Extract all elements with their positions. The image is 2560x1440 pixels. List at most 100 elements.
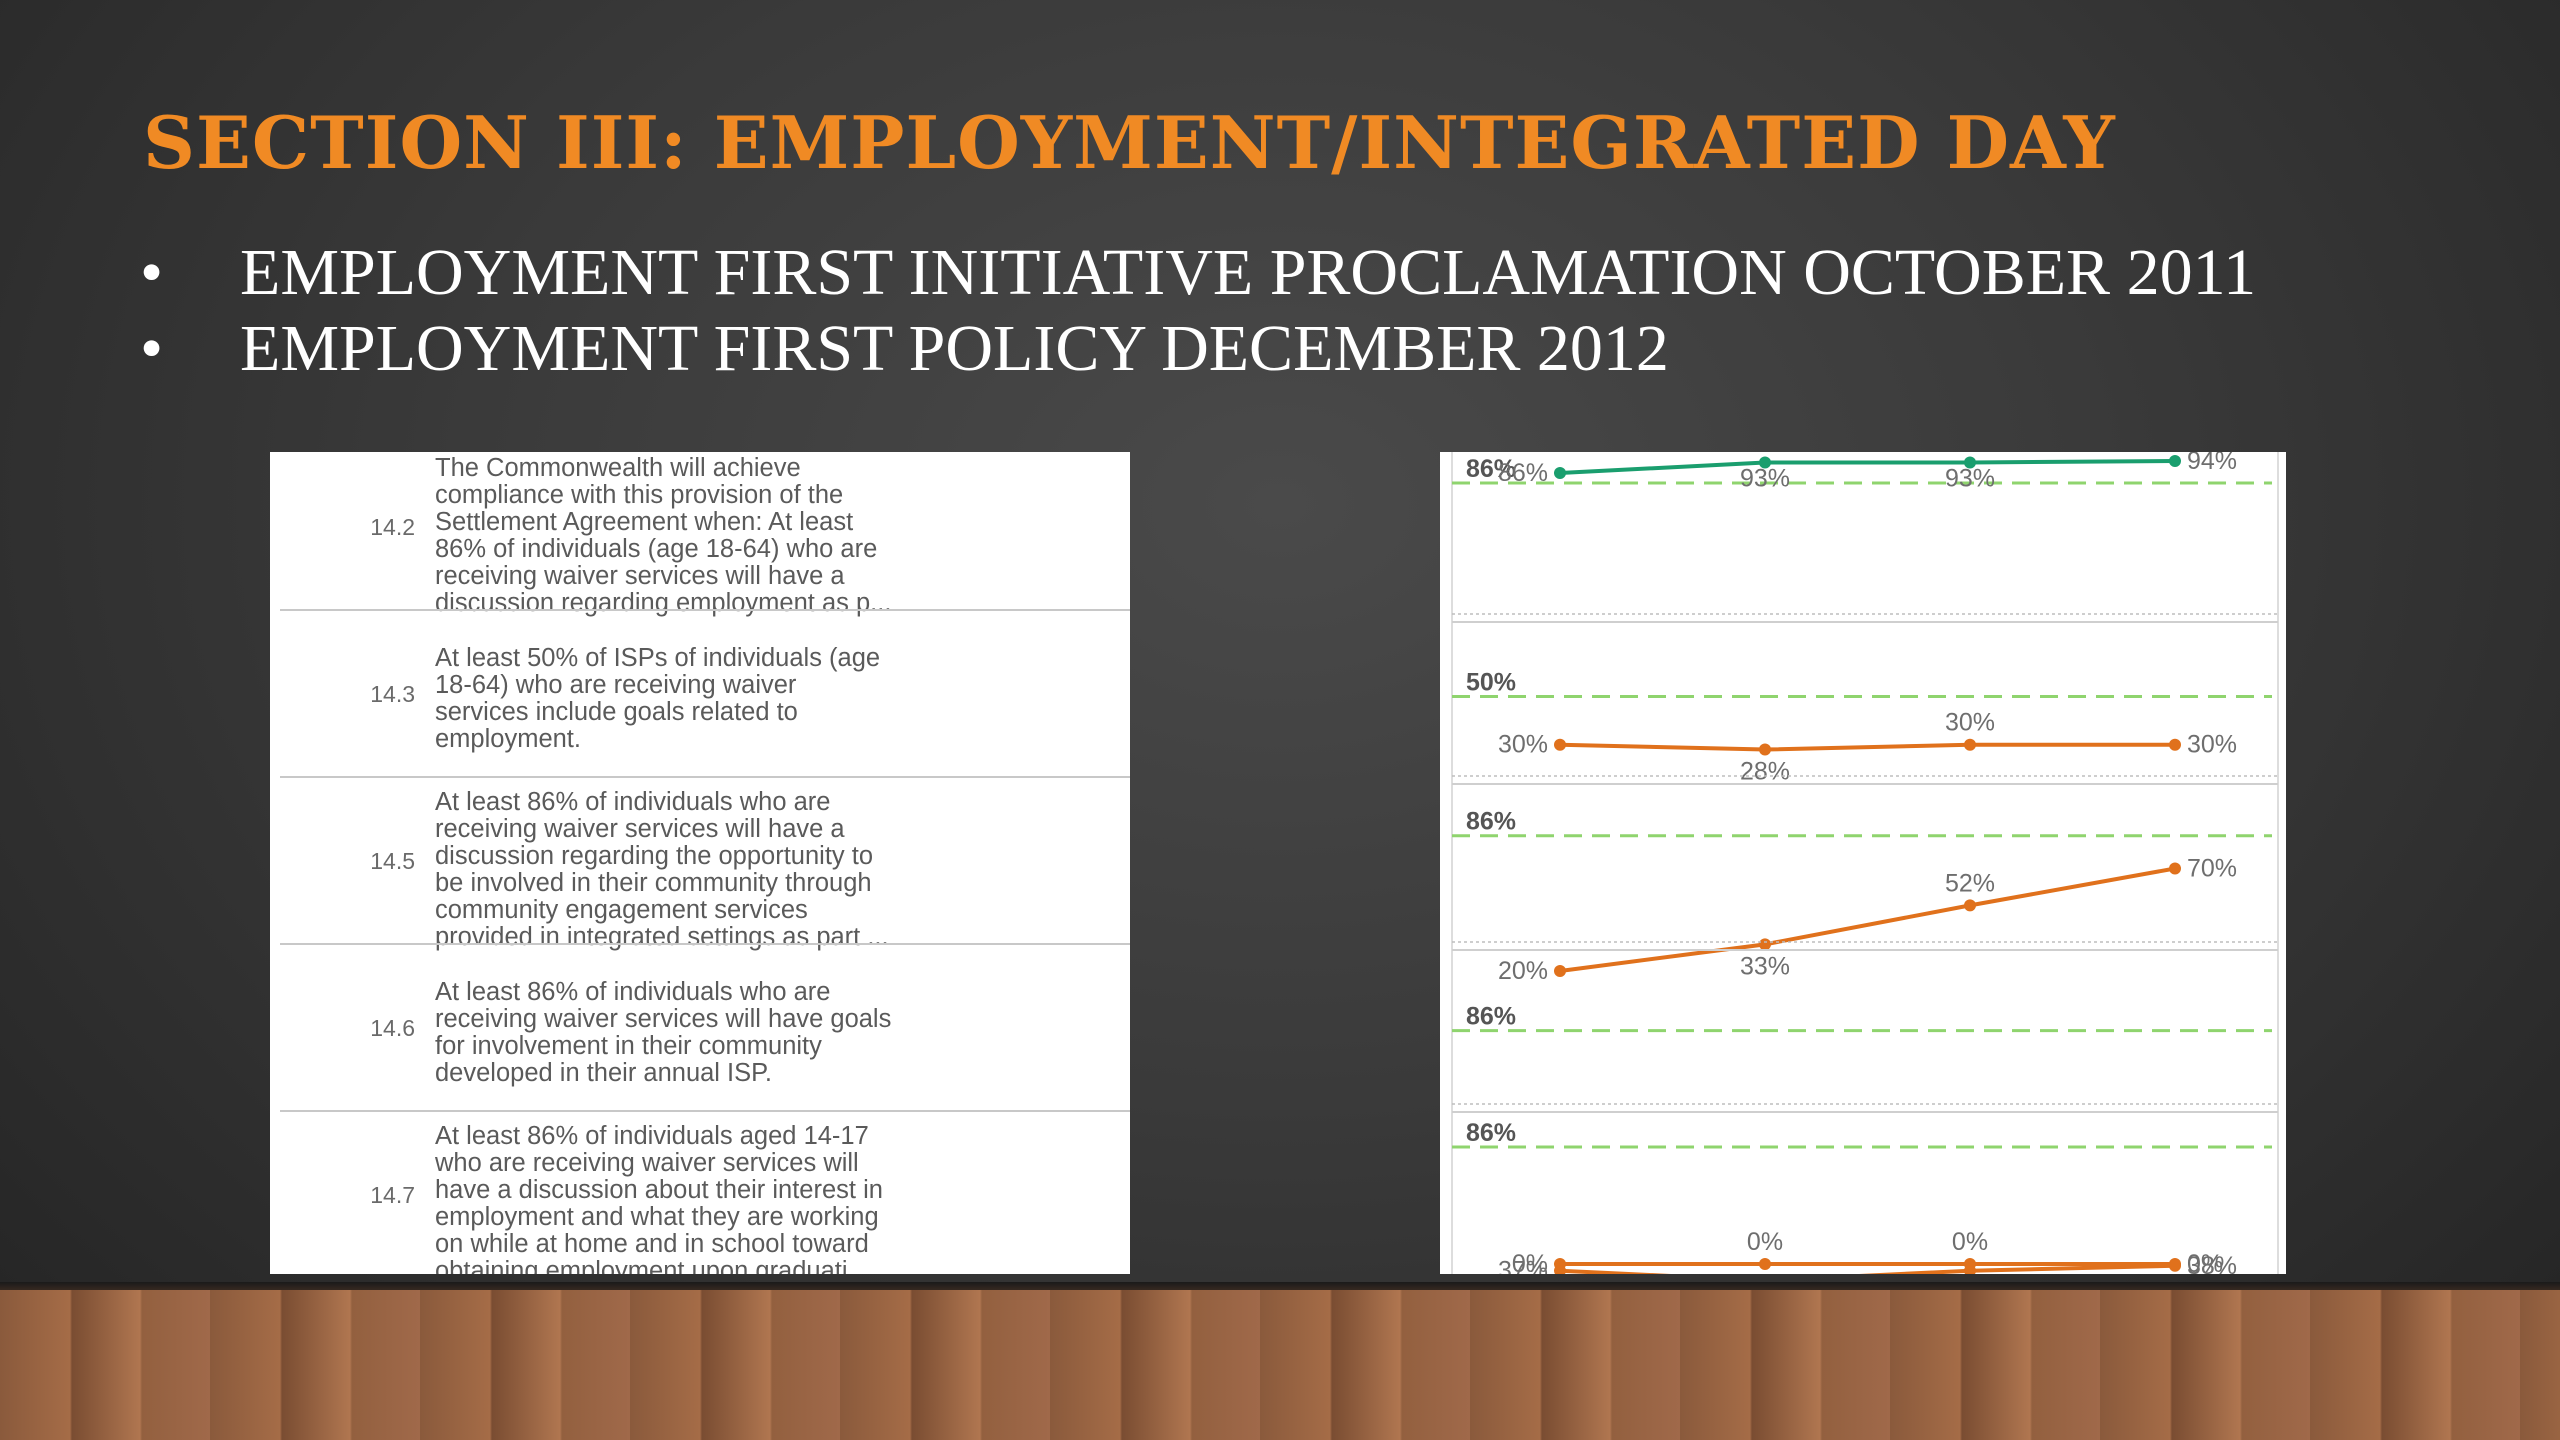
target-label: 86% [1466,1119,1516,1147]
data-point [1964,899,1976,912]
data-label: 0% [2187,1250,2223,1274]
data-point [1759,456,1771,469]
data-label: 93% [1740,465,1790,493]
data-label: 38% [2187,1252,2237,1274]
row-description: At least 86% of individuals who are recei… [435,789,1125,951]
data-point [1759,938,1771,951]
description-line: developed in their annual ISP. [435,1058,772,1087]
description-line: community engagement services [435,895,808,924]
data-point [2169,862,2181,875]
series-line [1559,866,2176,973]
data-label: 37% [1498,1257,1548,1274]
data-point [1964,456,1976,469]
bullet-list: • EMPLOYMENT FIRST INITIATIVE PROCLAMATI… [140,235,2440,387]
bullet-item: • EMPLOYMENT FIRST POLICY DECEMBER 2012 [140,311,2440,387]
data-point [2169,738,2181,751]
data-label: 0% [1747,1228,1783,1256]
data-point [1554,738,1566,751]
data-label: 30% [1498,731,1548,759]
compliance-charts-image: 86% 86% 93% 93% 94% 50% 30% 28% 30% 30% 86% 20% 33% 5… [1440,452,2286,1274]
target-label: 86% [1466,455,1516,483]
data-point [1964,1258,1976,1270]
description-line: discussion regarding employment as p... [435,588,892,617]
data-label: 30% [1945,709,1995,737]
target-label: 86% [1466,1003,1516,1031]
row-id: 14.3 [370,680,415,707]
data-point [1964,738,1976,751]
settlement-table-image: 14.2 The Commonwealth will achieve complia… [270,452,1130,1274]
bullet-text: EMPLOYMENT FIRST INITIATIVE PROCLAMATION… [240,236,2257,309]
description-line: The Commonwealth will achieve [435,454,801,482]
data-label: 0% [1512,1250,1548,1274]
data-label: 52% [1945,869,1995,897]
bullet-item: • EMPLOYMENT FIRST INITIATIVE PROCLAMATI… [140,235,2440,311]
table-row: 14.3 At least 50% of ISPs of individuals … [270,611,1130,778]
row-divider [280,1110,1130,1112]
data-label: 93% [1945,465,1995,493]
description-line: 18-64) who are receiving waiver [435,670,797,699]
table-row: 14.5 At least 86% of individuals who are r… [270,778,1130,950]
description-line: for involvement in their community [435,1031,822,1060]
table-row: 14.6 At least 86% of individuals who are r… [270,945,1130,1112]
data-label: 30% [2187,731,2237,759]
description-line: on while at home and in school toward [435,1229,869,1258]
bullet-dot-icon: • [140,312,164,385]
row-description: The Commonwealth will achieve compliance … [435,455,1125,617]
row-id: 14.5 [370,847,415,874]
row-divider [280,943,1130,945]
series-line [1559,459,2176,475]
description-line: Settlement Agreement when: At least [435,507,854,536]
description-line: who are receiving waiver services will [435,1148,859,1177]
data-label: 0% [1952,1228,1988,1256]
table-row: 14.2 The Commonwealth will achieve complia… [270,452,1130,616]
description-line: At least 86% of individuals who are [435,978,831,1006]
description-line: discussion regarding the opportunity to [435,841,874,870]
series-line [1559,742,2175,752]
data-label: 70% [2187,855,2237,883]
data-point [1759,1258,1771,1270]
target-label: 50% [1466,668,1516,696]
data-label: 28% [1740,758,1790,786]
row-description: At least 86% of individuals aged 14-17 wh… [435,1123,1125,1275]
description-line: obtaining employment upon graduati... [435,1256,869,1274]
row-id: 14.6 [370,1014,415,1041]
compliance-line-charts: 86%86% 93% 93%94%50%30%28%30%30%86%20% 33%5… [1451,452,2279,1274]
data-point [2169,455,2181,467]
description-line: receiving waiver services will have a [435,814,845,843]
description-line: receiving waiver services will have goal… [435,1004,892,1033]
data-label: 94% [2187,452,2237,475]
data-label: 20% [1498,957,1548,985]
data-point [1554,1258,1566,1270]
data-point [1554,467,1566,479]
slide-title: SECTION III: EMPLOYMENT/INTEGRATED DAY [143,100,2116,185]
description-line: have a discussion about their interest i… [435,1175,883,1204]
description-line: employment. [435,724,581,753]
description-line: 86% of individuals (age 18-64) who are [435,534,878,563]
data-point [2169,1258,2181,1270]
target-label: 86% [1466,808,1516,836]
row-id: 14.7 [370,1181,415,1208]
row-divider [280,776,1130,778]
row-description: At least 86% of individuals who are recei… [435,979,1125,1087]
description-line: services include goals related to [435,697,798,726]
series-line [1559,1263,2176,1274]
wood-floor [0,1290,2560,1440]
bullet-text: EMPLOYMENT FIRST POLICY DECEMBER 2012 [240,312,1669,385]
description-line: receiving waiver services will have a [435,561,845,590]
data-label: 33% [1740,952,1790,980]
data-label: 86% [1498,459,1548,487]
description-line: At least 86% of individuals who are [435,788,831,816]
bullet-dot-icon: • [140,236,164,309]
description-line: provided in integrated settings as part … [435,922,889,951]
description-line: compliance with this provision of the [435,480,844,509]
row-id: 14.2 [370,513,415,540]
data-point [1554,965,1566,977]
row-divider [280,609,1130,611]
row-description: At least 50% of ISPs of individuals (age… [435,645,1125,753]
data-point [1759,743,1771,756]
description-line: be involved in their community through [435,868,872,897]
table-row: 14.7 At least 86% of individuals aged 14-… [270,1112,1130,1275]
description-line: At least 50% of ISPs of individuals (age [435,644,881,672]
description-line: employment and what they are working [435,1202,879,1231]
